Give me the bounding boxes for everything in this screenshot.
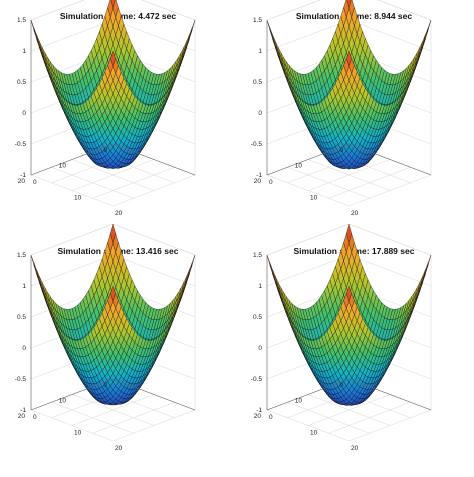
z-tick-label: 0.5 [17,79,26,86]
z-tick-label: 0 [258,345,262,352]
surface-mesh [30,223,196,406]
z-tick-label: -1 [256,172,262,179]
floor-gridline [92,167,175,199]
floor-gridline [287,402,370,434]
z-tick-label: -1 [20,172,26,179]
floor-gridline [51,402,134,434]
y-axis-line [266,378,350,411]
surface-mesh [266,223,432,406]
y-tick-label: 10 [295,398,303,405]
floor-gridline [71,394,155,426]
y-axis-line [266,143,350,176]
x-tick-label: 10 [74,430,82,437]
y-tick-label: 20 [18,413,26,420]
x-tick-label: 20 [115,445,123,452]
x-tick-label: 10 [310,195,318,202]
z-tick-label: -0.5 [251,376,263,383]
z-tick-label: 0 [22,345,26,352]
z-tick-label: -0.5 [251,141,263,148]
z-tick-label: -0.5 [15,376,27,383]
x-tick-label: 0 [269,179,273,186]
floor-gridline [328,402,411,434]
z-gridline [30,0,196,21]
z-tick-label: 1 [258,283,262,290]
surface-panel-1: Simulation at time: 4.472 sec-1-0.500.51… [15,0,196,217]
surface-mesh [266,0,432,170]
y-tick-label: 20 [18,178,26,185]
z-tick-label: -1 [256,407,262,414]
y-axis-line [30,378,114,411]
x-tick-label: 20 [115,210,123,217]
y-tick-label: 0 [339,382,343,389]
y-tick-label: 20 [254,413,262,420]
x-tick-label: 20 [351,445,359,452]
floor-gridline [307,159,391,191]
floor-gridline [71,159,155,191]
x-axis-line [112,143,196,176]
surface-patch [110,285,116,302]
z-tick-label: 1.5 [253,252,262,259]
surface-panel-4: Simulation at time: 17.889 sec-1-0.500.5… [251,223,432,452]
x-axis-line [348,143,432,176]
floor-gridline [307,394,391,426]
z-tick-label: 1.5 [17,17,26,24]
x-tick-label: 10 [310,430,318,437]
surface-patch [346,285,352,302]
z-tick-label: 0 [22,110,26,117]
surface-patch [110,50,116,67]
y-tick-label: 0 [103,147,107,154]
z-tick-label: 1.5 [17,252,26,259]
x-tick-label: 10 [74,195,82,202]
z-tick-label: -0.5 [15,141,27,148]
surface-mesh [30,0,196,169]
z-tick-label: 0.5 [17,314,26,321]
y-tick-label: 10 [59,398,67,405]
z-tick-label: 0.5 [253,314,262,321]
y-tick-label: 20 [254,178,262,185]
z-tick-label: 1.5 [253,17,262,24]
z-gridline [266,0,432,21]
z-tick-label: -1 [20,407,26,414]
z-tick-label: 1 [22,48,26,55]
x-tick-label: 20 [351,210,359,217]
z-tick-label: 1 [258,48,262,55]
floor-gridline [287,167,370,199]
y-tick-label: 0 [339,147,343,154]
x-tick-label: 0 [269,414,273,421]
z-tick-label: 0 [258,110,262,117]
z-tick-label: 1 [22,283,26,290]
x-axis-line [348,378,432,411]
surface-panel-2: Simulation at time: 8.944 sec-1-0.500.51… [251,0,432,217]
surface-panel-3: Simulation at time: 13.416 sec-1-0.500.5… [15,223,196,452]
floor-gridline [92,402,175,434]
y-tick-label: 10 [295,163,303,170]
y-axis-line [30,143,114,176]
surface-patch [346,50,352,67]
x-axis-line [112,378,196,411]
z-tick-label: 0.5 [253,79,262,86]
x-tick-label: 0 [33,179,37,186]
y-tick-label: 10 [59,163,67,170]
y-tick-label: 0 [103,382,107,389]
x-tick-label: 0 [33,414,37,421]
floor-gridline [328,167,411,199]
floor-gridline [51,167,134,199]
